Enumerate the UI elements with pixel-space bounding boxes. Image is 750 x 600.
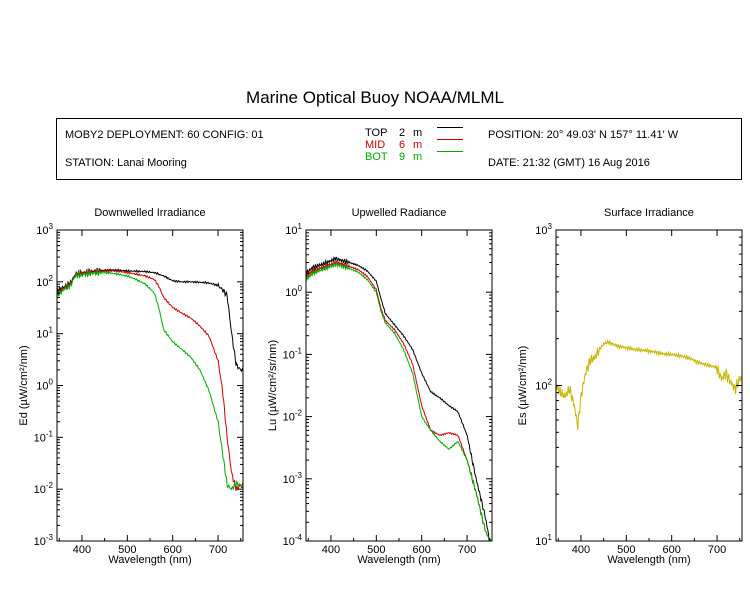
plot-frame [555,229,743,542]
x-tick-label: 700 [708,544,726,556]
y-tick-label: 10-1 [34,429,54,444]
page-title: Marine Optical Buoy NOAA/MLML [246,88,504,107]
legend-name: MID [365,139,386,151]
legend-entry-top: TOP 2 m [365,127,495,139]
legend-swatch [437,139,463,140]
plot-frame [56,229,244,542]
y-tick-label: 100 [285,284,302,299]
series-line-mid [57,268,243,491]
x-tick-label: 400 [73,544,91,556]
series-line-bot [306,262,492,541]
y-axis-label: Es (µW/cm²/nm) [517,346,529,426]
x-tick-label: 500 [617,544,635,556]
y-tick-label: 103 [535,222,552,237]
y-tick-label: 103 [36,222,53,237]
legend-name: TOP [365,127,388,139]
y-tick-label: 10-2 [34,481,54,496]
y-tick-label: 10-3 [283,471,303,486]
legend-name: BOT [365,151,388,163]
y-axis-label: Lu (µW/cm²/sr/nm) [267,340,279,431]
x-axis-label: Wavelength (nm) [357,554,440,566]
legend-unit: m [413,139,423,151]
y-tick-label: 102 [36,274,53,289]
x-tick-label: 600 [164,544,182,556]
station-label: STATION: Lanai Mooring [65,157,187,169]
chart-panel: Surface Irradiance 400 500 600 700 Wavelength… [517,207,743,566]
date-label: DATE: 21:32 (GMT) 16 Aug 2016 [488,157,650,169]
legend-entry-bot: BOT 9 m [365,151,495,163]
y-tick-label: 101 [535,533,552,548]
legend-entry-mid: MID 6 m [365,139,495,151]
y-tick-label: 101 [36,326,53,341]
x-axis-label: Wavelength (nm) [108,554,191,566]
x-tick-label: 700 [209,544,227,556]
series-line-es [556,338,742,431]
y-tick-label: 10-2 [283,409,303,424]
y-axis-label: Ed (µW/cm²/nm) [18,345,30,425]
x-tick-label: 600 [663,544,681,556]
chart-panel: Downwelled Irradiance 400 500 600 700 Wavelen… [18,207,244,566]
legend-swatch [437,151,463,152]
x-tick-label: 600 [413,544,431,556]
legend-depth: 9 [399,151,406,163]
x-axis-label: Wavelength (nm) [607,554,690,566]
legend-depth: 2 [399,127,406,139]
legend-unit: m [413,151,423,163]
series-line-bot [57,270,243,491]
legend-swatch [437,127,463,128]
x-tick-label: 400 [572,544,590,556]
chart-panel: Upwelled Radiance 400 500 600 700 Wavelength … [267,207,493,566]
position-label: POSITION: 20° 49.03' N 157° 11.41' W [488,129,679,141]
x-tick-label: 500 [118,544,136,556]
series-line-mid [306,259,492,541]
deployment-label: MOBY2 DEPLOYMENT: 60 CONFIG: 01 [65,129,264,141]
chart-title: Surface Irradiance [604,207,694,219]
y-tick-label: 10-1 [283,346,303,361]
plot-frame [305,229,493,542]
y-tick-label: 102 [535,378,552,393]
x-tick-label: 500 [367,544,385,556]
x-tick-label: 700 [458,544,476,556]
y-tick-label: 10-4 [283,533,303,548]
chart-title: Downwelled Irradiance [94,207,205,219]
info-box: MOBY2 DEPLOYMENT: 60 CONFIG: 01 STATION:… [56,118,742,180]
series-line-top [306,256,492,541]
legend-unit: m [413,127,423,139]
y-tick-label: 100 [36,378,53,393]
y-tick-label: 101 [285,222,302,237]
legend-depth: 6 [399,139,406,151]
y-tick-label: 10-3 [34,533,54,548]
chart-title: Upwelled Radiance [352,207,447,219]
x-tick-label: 400 [322,544,340,556]
series-line-top [57,267,243,373]
